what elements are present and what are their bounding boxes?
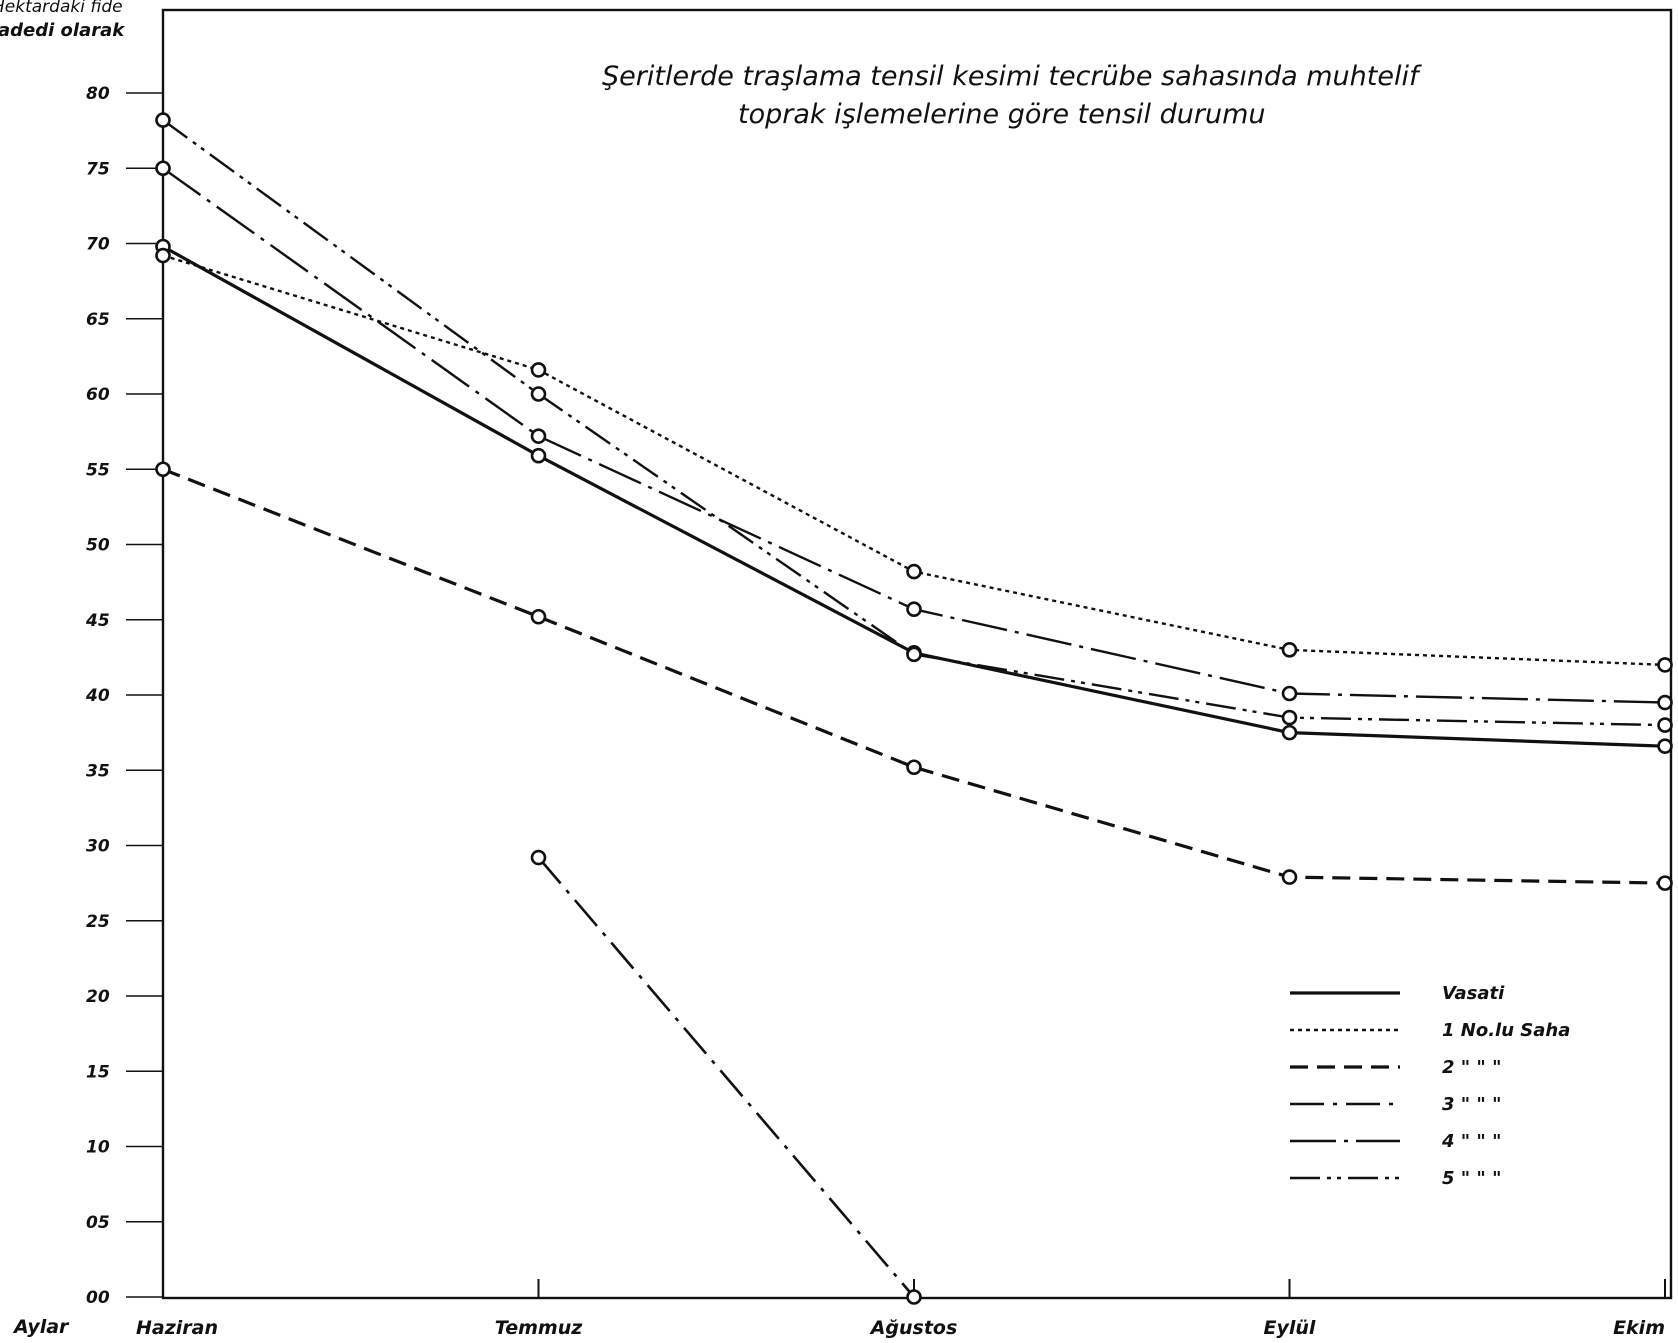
x-tick-label: Ağustos (869, 1317, 958, 1339)
data-point (530, 447, 547, 464)
legend: Vasati 1 No.lu Saha 2 " " " 3 " " " 4 " " " 5… (1290, 983, 1570, 1189)
y-tick-label: 15 (86, 1062, 110, 1082)
y-tick-label: 60 (86, 385, 110, 405)
data-point (1281, 709, 1298, 726)
y-tick-label: 80 (86, 84, 110, 104)
data-point (155, 461, 171, 478)
y-tick-label: 25 (86, 912, 110, 932)
series-line-5 (162, 167, 1666, 704)
data-point (1281, 724, 1298, 741)
x-ticks: Haziran Temmuz Ağustos Eylül Ekim (136, 1279, 1666, 1339)
data-point (1657, 694, 1673, 711)
data-point (1657, 717, 1673, 733)
y-tick-label: 10 (86, 1138, 110, 1158)
y-tick-label: 55 (86, 460, 110, 480)
data-point (1281, 685, 1298, 702)
data-point (906, 646, 922, 663)
y-tick-label: 65 (86, 310, 110, 330)
data-point (530, 849, 547, 866)
data-point (906, 563, 922, 580)
data-point (1281, 642, 1298, 658)
legend-label: 3 " " " (1442, 1094, 1501, 1115)
data-point (906, 601, 922, 618)
y-tick-label: 45 (85, 611, 110, 631)
legend-label: 1 No.lu Saha (1442, 1020, 1570, 1041)
data-point (1657, 875, 1673, 891)
data-point (155, 160, 171, 177)
series-line-3 (162, 467, 1666, 885)
y-tick-label: 70 (86, 235, 110, 255)
legend-label: Vasati (1442, 983, 1505, 1004)
x-tick-label: Ekim (1613, 1317, 1665, 1339)
data-point (1657, 657, 1673, 673)
y-tick-label: 30 (86, 837, 110, 857)
y-tick-label: 75 (86, 159, 110, 179)
y-tick-label: 00 (86, 1288, 110, 1308)
data-point (530, 428, 547, 444)
data-point (1281, 869, 1298, 885)
data-point (530, 386, 547, 402)
x-tick-label: Temmuz (495, 1317, 584, 1339)
legend-label: 4 " " " (1441, 1131, 1501, 1152)
chart-title: Şeritlerde traşlama tensil kesimi tecrüb… (602, 61, 1422, 92)
series-line-6 (162, 119, 1666, 727)
y-axis-label: Hektardaki fide adedi olarak (0, 0, 125, 41)
x-tick-label: Eylül (1264, 1317, 1316, 1339)
data-point (155, 112, 171, 128)
data-point (530, 608, 547, 625)
chart-subtitle: toprak işlemelerine göre tensil durumu (738, 99, 1266, 130)
y-ticks: 00 05 10 15 20 25 30 35 40 45 50 55 60 65 70 75 80 (85, 84, 163, 1308)
y-axis-label-line-2: adedi olarak (0, 20, 125, 41)
legend-label: 2 " " " (1442, 1057, 1501, 1078)
y-tick-label: 40 (85, 686, 110, 706)
series-lines (155, 112, 1673, 1305)
data-point (906, 759, 922, 776)
y-tick-label: 05 (86, 1213, 110, 1233)
legend-label: 5 " " " (1442, 1168, 1501, 1189)
data-point (906, 1289, 922, 1305)
data-point (530, 362, 547, 378)
data-point (155, 247, 171, 264)
series-line-4 (537, 856, 915, 1298)
y-tick-label: 35 (86, 761, 110, 781)
y-tick-label: 20 (86, 987, 110, 1007)
y-axis-label-line-1: Hektardaki fide (0, 0, 123, 17)
data-point (1657, 738, 1673, 754)
series-line-1 (162, 245, 1666, 748)
x-tick-label: Haziran (136, 1317, 218, 1339)
x-axis-label: Aylar (12, 1316, 70, 1338)
y-tick-label: 50 (86, 536, 110, 556)
